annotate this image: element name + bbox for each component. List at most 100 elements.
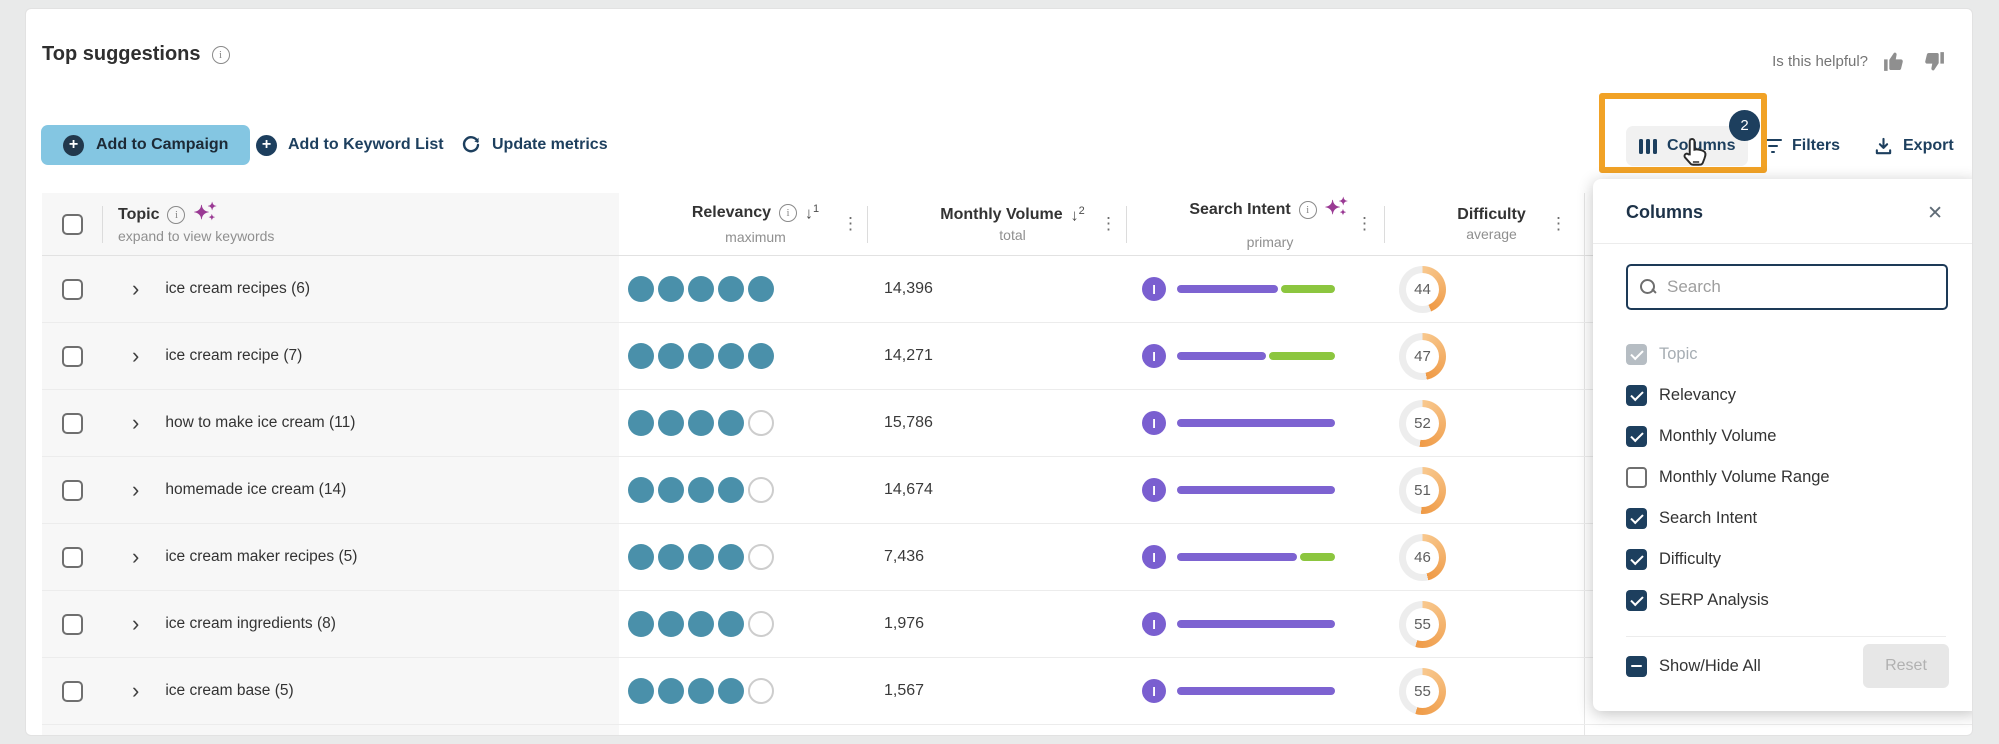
intent-informational-segment — [1177, 419, 1335, 427]
sort-arrow-icon[interactable]: ↓1 — [805, 202, 820, 223]
row-checkbox[interactable] — [61, 680, 83, 702]
column-toggle-item[interactable]: Topic — [1626, 334, 1959, 375]
columns-search-box — [1626, 264, 1948, 310]
expand-chevron-icon[interactable]: › — [132, 678, 140, 703]
table-row: › ice cream recipes (6) 14,396 I 44 — [42, 256, 1972, 323]
column-label: Monthly Volume Range — [1659, 468, 1830, 486]
row-checkbox[interactable] — [61, 278, 83, 300]
difficulty-header-sub: average — [1466, 226, 1517, 242]
add-to-campaign-button[interactable]: Add to Campaign — [41, 125, 251, 165]
relevancy-dots — [619, 457, 883, 523]
difficulty-value: 55 — [1406, 674, 1439, 708]
column-toggle-item[interactable]: Difficulty — [1626, 539, 1959, 580]
column-checkbox[interactable] — [1626, 590, 1647, 611]
topic-label[interactable]: ice cream ingredients (8) — [165, 615, 336, 632]
topic-label[interactable]: homemade ice cream (14) — [165, 481, 347, 498]
relevancy-dot — [688, 678, 714, 704]
expand-chevron-icon[interactable]: › — [132, 276, 140, 301]
column-toggle-item[interactable]: Search Intent — [1626, 498, 1959, 539]
relevancy-dot — [628, 544, 654, 570]
column-menu-icon[interactable]: ⋮ — [842, 214, 859, 233]
relevancy-header-label[interactable]: Relevancy — [691, 203, 772, 221]
column-toggle-item[interactable]: Monthly Volume — [1626, 416, 1959, 457]
topic-label[interactable]: ice cream recipe (7) — [165, 347, 303, 364]
column-toggle-item[interactable]: Monthly Volume Range — [1626, 457, 1959, 498]
update-metrics-button[interactable]: Update metrics — [461, 125, 608, 165]
topic-label[interactable]: ice cream base (5) — [165, 682, 294, 699]
topic-label[interactable]: ice cream recipes (6) — [165, 280, 311, 297]
column-toggle-item[interactable]: Relevancy — [1626, 375, 1959, 416]
info-icon[interactable] — [779, 203, 798, 222]
table-row: › homemade ice cream (14) 14,674 I 51 — [42, 457, 1972, 524]
monthly-volume-value: 1,976 — [884, 615, 925, 632]
info-icon[interactable] — [167, 206, 186, 224]
ai-sparkles-icon: ✦ ✦ ✦ — [1324, 195, 1348, 219]
relevancy-dot — [658, 611, 684, 637]
difficulty-value: 46 — [1406, 540, 1439, 574]
monthly-volume-header-label[interactable]: Monthly Volume — [940, 205, 1063, 223]
column-checkbox[interactable] — [1626, 508, 1647, 529]
expand-chevron-icon[interactable]: › — [132, 477, 140, 502]
column-checkbox[interactable] — [1626, 344, 1647, 365]
show-hide-all-toggle[interactable]: Show/Hide All — [1626, 655, 1761, 677]
monthly-volume-value — [883, 725, 1141, 735]
filters-button[interactable]: Filters — [1764, 126, 1840, 166]
monthly-volume-value: 14,271 — [884, 347, 933, 364]
column-menu-icon[interactable]: ⋮ — [1356, 214, 1373, 233]
columns-list: Topic Relevancy Monthly Volume Monthly V… — [1626, 334, 1959, 621]
column-checkbox[interactable] — [1626, 426, 1647, 447]
table-row: › I 55 — [42, 725, 1972, 735]
expand-chevron-icon[interactable]: › — [132, 410, 140, 435]
columns-icon — [1638, 138, 1658, 154]
row-checkbox[interactable] — [61, 412, 83, 434]
search-intent-header-label[interactable]: Search Intent — [1189, 200, 1291, 218]
relevancy-dot — [628, 276, 654, 302]
column-menu-icon[interactable]: ⋮ — [1100, 214, 1117, 233]
table-body: › ice cream recipes (6) 14,396 I 44 › ic… — [42, 256, 1972, 735]
thumbs-up-icon[interactable] — [1882, 49, 1907, 74]
row-checkbox[interactable] — [61, 613, 83, 635]
expand-chevron-icon[interactable]: › — [132, 343, 140, 368]
sort-arrow-icon[interactable]: ↓2 — [1070, 204, 1085, 225]
select-all-checkbox[interactable] — [61, 213, 83, 235]
relevancy-dot — [628, 678, 654, 704]
close-icon[interactable]: ✕ — [1927, 203, 1943, 224]
column-toggle-item[interactable]: SERP Analysis — [1626, 580, 1959, 621]
thumbs-down-icon[interactable] — [1921, 49, 1946, 74]
column-checkbox[interactable] — [1626, 385, 1647, 406]
topic-header-label[interactable]: Topic — [118, 206, 160, 223]
row-checkbox[interactable] — [61, 479, 83, 501]
divider — [1593, 243, 1972, 244]
show-hide-all-label: Show/Hide All — [1659, 656, 1761, 675]
row-checkbox[interactable] — [61, 546, 83, 568]
column-menu-icon[interactable]: ⋮ — [1550, 214, 1567, 233]
search-icon — [1640, 278, 1657, 296]
row-checkbox[interactable] — [61, 345, 83, 367]
page-title: Top suggestions — [42, 43, 230, 66]
expand-chevron-icon[interactable]: › — [132, 611, 140, 636]
topic-label[interactable]: ice cream maker recipes (5) — [165, 548, 358, 565]
difficulty-value: 47 — [1406, 339, 1439, 373]
column-label: Search Intent — [1659, 509, 1758, 527]
topic-label[interactable]: how to make ice cream (11) — [165, 414, 356, 431]
column-checkbox[interactable] — [1626, 467, 1647, 488]
info-icon[interactable] — [211, 45, 230, 64]
difficulty-header-label[interactable]: Difficulty — [1457, 206, 1526, 223]
column-label: Difficulty — [1659, 550, 1722, 568]
reset-button[interactable]: Reset — [1863, 644, 1949, 688]
show-hide-all-checkbox[interactable] — [1626, 655, 1647, 677]
column-checkbox[interactable] — [1626, 549, 1647, 570]
relevancy-dots — [619, 524, 883, 590]
columns-count-badge: 2 — [1729, 110, 1760, 141]
export-button[interactable]: Export — [1874, 126, 1954, 166]
columns-search-input[interactable] — [1667, 277, 1934, 297]
relevancy-dot — [658, 678, 684, 704]
add-to-keyword-list-button[interactable]: Add to Keyword List — [256, 125, 444, 165]
expand-chevron-icon[interactable]: › — [132, 544, 140, 569]
topic-header-sub: expand to view keywords — [118, 228, 275, 244]
filter-icon — [1764, 138, 1782, 154]
search-intent-badge: I — [1142, 612, 1166, 636]
columns-panel-title: Columns — [1626, 202, 1704, 222]
ai-sparkles-icon: ✦ ✦ ✦ — [193, 201, 217, 224]
info-icon[interactable] — [1298, 200, 1317, 219]
